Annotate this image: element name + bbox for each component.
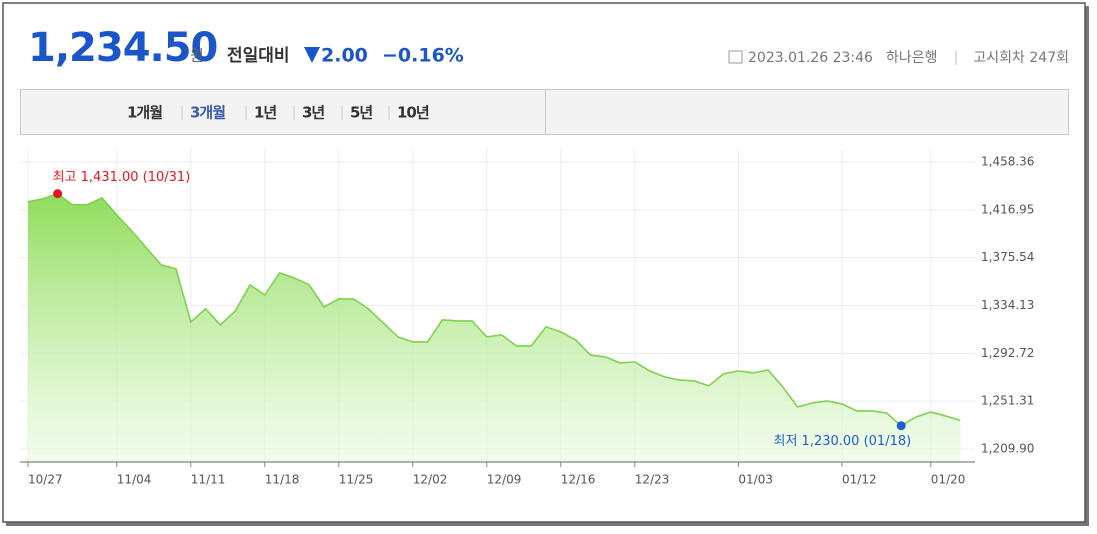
change: 2.00 <box>321 45 368 67</box>
date: 2023.01.26 23:46 <box>748 50 873 66</box>
change-pct: −0.16% <box>382 45 464 67</box>
bank: 하나은행 <box>886 50 938 66</box>
down-arrow <box>304 47 320 63</box>
y-tick-label: 1,458.36 <box>981 155 1034 169</box>
y-tick-label: 1,292.72 <box>981 346 1034 360</box>
x-tick-label: 01/20 <box>931 473 966 487</box>
x-tick-label: 12/02 <box>413 473 448 487</box>
change-label: 전일대비 <box>227 46 290 66</box>
tab[interactable]: 3개월 <box>190 104 226 122</box>
area-fill <box>28 193 961 462</box>
x-tick-label: 01/03 <box>738 473 773 487</box>
tab-bar <box>20 89 1069 135</box>
x-tick-label: 11/11 <box>191 473 226 487</box>
y-tick-label: 1,251.31 <box>981 394 1034 408</box>
tab[interactable]: 1년 <box>254 104 277 122</box>
y-tick-label: 1,334.13 <box>981 298 1034 312</box>
tab[interactable]: 3년 <box>302 104 325 122</box>
y-tick-label: 1,416.95 <box>981 202 1034 216</box>
x-tick-label: 01/12 <box>842 473 877 487</box>
y-tick-label: 1,209.90 <box>981 441 1034 455</box>
y-tick-label: 1,375.54 <box>981 250 1034 264</box>
x-tick-label: 12/23 <box>635 473 670 487</box>
x-tick-label: 12/09 <box>487 473 522 487</box>
max-label: 최고 1,431.00 (10/31) <box>53 170 191 185</box>
max-dot <box>53 189 63 199</box>
unit: 원 <box>190 47 204 65</box>
tab[interactable]: 1개월 <box>127 104 163 122</box>
price: 1,234.50 <box>28 25 217 71</box>
min-label: 최저 1,230.00 (01/18) <box>774 434 912 449</box>
tab[interactable]: 10년 <box>397 104 430 122</box>
x-tick-label: 12/16 <box>561 473 596 487</box>
round: 고시회차 247회 <box>973 50 1069 66</box>
x-tick-label: 10/27 <box>28 473 63 487</box>
x-tick-label: 11/04 <box>117 473 152 487</box>
min-dot <box>896 421 906 431</box>
calendar-icon <box>728 50 743 64</box>
x-tick-label: 11/25 <box>339 473 374 487</box>
x-tick-label: 11/18 <box>265 473 300 487</box>
tab[interactable]: 5년 <box>350 104 373 122</box>
line <box>27 192 961 427</box>
